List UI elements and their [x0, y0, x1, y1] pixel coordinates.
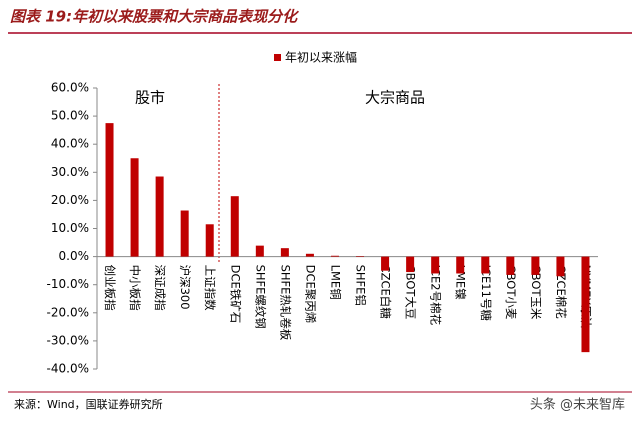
watermark: 头条 @未来智库	[530, 397, 625, 413]
bar	[381, 256, 390, 271]
x-tick-label: 沪深300	[178, 265, 192, 310]
y-tick-label: 20.0%	[51, 193, 89, 207]
legend-swatch	[274, 54, 281, 61]
bar	[330, 255, 339, 257]
x-tick-label: ICE11号糖	[479, 265, 493, 322]
x-tick-label: 上证指数	[203, 265, 217, 311]
bar	[506, 256, 515, 275]
x-tick-label: CBOT小麦	[504, 265, 518, 320]
bar	[180, 210, 189, 257]
y-tick-label: 30.0%	[51, 165, 89, 179]
bar	[531, 256, 540, 275]
y-tick-label: -20.0%	[47, 305, 89, 319]
annotation: 大宗商品	[365, 89, 425, 107]
source: 来源：Wind，国联证券研究所	[14, 397, 163, 411]
bar	[155, 176, 164, 257]
x-tick-label: CBOT大豆	[404, 265, 418, 320]
legend-label: 年初以来涨幅	[285, 50, 357, 65]
x-tick-label: ICE2号棉花	[429, 265, 443, 326]
x-tick-label: DCE铁矿石	[228, 265, 242, 324]
bar	[280, 248, 289, 257]
x-tick-label: SHFE热轧卷板	[278, 265, 292, 341]
bar	[255, 245, 264, 257]
y-tick-label: 0.0%	[59, 249, 90, 263]
bar	[456, 256, 465, 274]
y-tick-label: -10.0%	[47, 277, 89, 291]
bar	[406, 256, 415, 273]
bar	[481, 256, 490, 274]
x-tick-label: 中小板指	[128, 265, 142, 311]
annotation: 股市	[135, 89, 165, 107]
chart-title: 图表 19:年初以来股票和大宗商品表现分化	[10, 8, 299, 26]
bar	[431, 256, 440, 274]
y-tick-label: 60.0%	[51, 81, 89, 95]
x-tick-label: LME铜	[328, 265, 342, 300]
x-tick-label: CZCE白糖	[379, 265, 393, 320]
bar	[130, 158, 139, 257]
x-tick-label: 创业板指	[103, 265, 117, 311]
bar	[205, 224, 214, 257]
x-tick-label: DCE聚丙烯	[303, 265, 317, 324]
bar	[356, 256, 365, 257]
bar	[581, 256, 590, 353]
y-tick-label: 50.0%	[51, 109, 89, 123]
bar	[230, 196, 239, 257]
x-tick-label: SHFE铝	[354, 265, 368, 306]
y-tick-label: -30.0%	[47, 333, 89, 347]
bar	[556, 256, 565, 277]
x-tick-label: CBOT玉米	[529, 265, 543, 320]
bar	[305, 253, 314, 257]
y-tick-label: 40.0%	[51, 137, 89, 151]
bar	[105, 123, 114, 257]
x-tick-label: SHFE螺纹钢	[253, 265, 267, 329]
x-tick-label: 深证成指	[153, 265, 167, 311]
y-tick-label: 10.0%	[51, 221, 89, 235]
x-tick-label: CZCE棉花	[554, 265, 568, 320]
y-tick-label: -40.0%	[47, 362, 89, 376]
